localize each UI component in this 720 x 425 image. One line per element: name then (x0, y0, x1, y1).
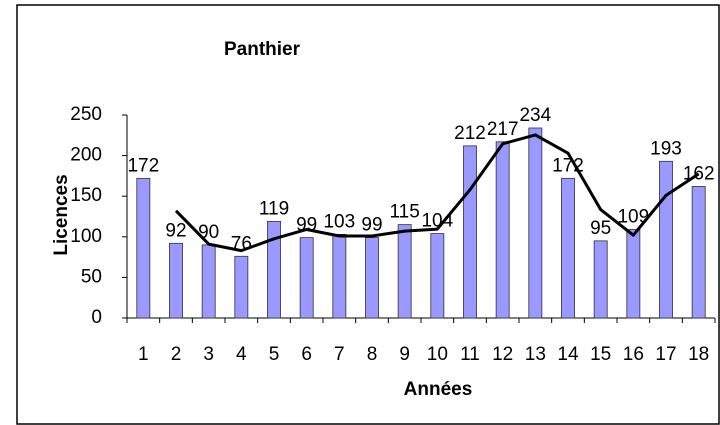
x-tick-label: 10 (427, 344, 448, 365)
bar (397, 224, 412, 319)
data-label: 99 (361, 215, 382, 236)
x-tick-label: 16 (623, 344, 644, 365)
x-tick-label: 1 (138, 344, 149, 365)
x-tick-label: 18 (688, 344, 709, 365)
x-axis-label: Années (404, 379, 473, 400)
y-tick-label: 50 (81, 266, 102, 287)
y-tick-label: 150 (70, 185, 102, 206)
x-tick-label: 17 (655, 344, 676, 365)
bar (626, 229, 641, 319)
data-label: 115 (390, 202, 420, 223)
trend-line (174, 133, 700, 253)
x-tick-label: 9 (399, 344, 410, 365)
data-label: 172 (127, 155, 159, 176)
data-label: 104 (421, 211, 453, 232)
bar (430, 233, 445, 319)
bar (593, 240, 608, 319)
data-label: 172 (552, 155, 584, 176)
chart-border (16, 4, 720, 425)
x-tick-label: 2 (171, 344, 182, 365)
bar (561, 177, 575, 319)
x-tick-label: 15 (590, 344, 611, 365)
y-tick-label: 200 (70, 145, 102, 166)
bar (463, 145, 477, 319)
data-label: 103 (323, 211, 355, 232)
x-tick-label: 3 (203, 344, 214, 365)
x-tick-label: 7 (334, 344, 345, 365)
data-label: 109 (617, 207, 649, 228)
data-label: 193 (650, 138, 682, 159)
bar (332, 233, 347, 319)
bar (495, 141, 510, 319)
data-label: 90 (198, 222, 219, 243)
bar (201, 244, 216, 319)
x-tick-label: 5 (269, 344, 280, 365)
bar (136, 177, 151, 319)
x-tick-label: 6 (301, 344, 312, 365)
x-tick-label: 14 (557, 344, 579, 365)
data-label: 234 (519, 105, 551, 126)
bar (365, 237, 379, 319)
bar (691, 186, 706, 319)
data-label: 95 (590, 218, 611, 239)
bar (299, 237, 314, 319)
bar (528, 127, 543, 319)
data-label: 217 (487, 119, 519, 140)
data-label: 92 (165, 220, 186, 241)
data-label: 119 (259, 198, 289, 219)
y-axis-label: Licences (51, 174, 72, 255)
y-tick-label: 0 (91, 307, 102, 328)
bar (267, 220, 281, 319)
x-tick-label: 13 (525, 344, 546, 365)
data-label: 212 (454, 123, 486, 144)
chart-title: Panthier (224, 39, 301, 60)
x-tick-label: 12 (492, 344, 513, 365)
bar (169, 242, 183, 319)
y-tick-label: 100 (70, 226, 102, 247)
bar (234, 255, 249, 319)
x-tick-label: 8 (367, 344, 378, 365)
x-tick-label: 4 (236, 344, 247, 365)
x-tick-label: 11 (460, 344, 480, 365)
y-tick-label: 250 (70, 104, 102, 125)
bar (659, 160, 673, 319)
